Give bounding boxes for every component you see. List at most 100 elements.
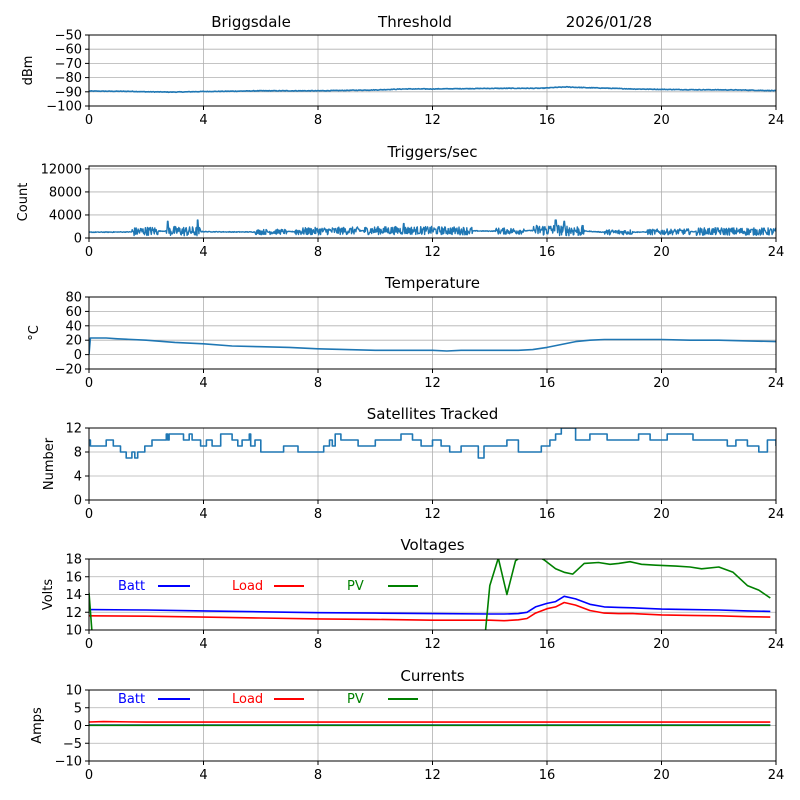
x-tick-label: 24 (768, 507, 785, 522)
header-date: 2026/01/28 (566, 13, 652, 31)
header-station: Briggsdale (211, 13, 291, 31)
legend-label-batt: Batt (118, 692, 145, 707)
x-tick-label: 8 (314, 113, 322, 128)
x-tick-label: 16 (539, 507, 556, 522)
y-axis-label: °C (27, 325, 42, 341)
series-line-temperature (89, 337, 776, 355)
x-tick-label: 20 (653, 113, 670, 128)
x-tick-label: 0 (85, 376, 93, 391)
y-tick-label: 12 (65, 422, 82, 437)
series-group (89, 428, 776, 459)
panel-currents: 0 4 8 12 16 20 24 −10 −5 0 5 10 Currents Amps Batt Load… (30, 667, 784, 783)
x-tick-label: 8 (314, 376, 322, 391)
y-tick-label: −60 (55, 43, 82, 58)
chart-title: Satellites Tracked (367, 405, 498, 423)
x-tick-label: 0 (85, 768, 93, 783)
y-tick-label: 5 (74, 701, 82, 716)
y-axis-label: Volts (41, 579, 56, 611)
legend-label-pv: PV (347, 579, 364, 594)
x-tick-label: 24 (768, 637, 785, 652)
panel-triggers: 0 4 8 12 16 20 24 0 4000 8000 12000 Triggers/sec Cou… (16, 143, 784, 260)
y-tick-label: 16 (65, 570, 82, 585)
y-axis-label: Count (16, 183, 31, 222)
y-tick-label: 18 (65, 553, 82, 568)
series-group (89, 219, 776, 237)
x-tick-label: 4 (199, 768, 207, 783)
y-tick-label: 80 (65, 291, 82, 306)
x-tick-label: 16 (539, 113, 556, 128)
y-tick-label: 0 (74, 719, 82, 734)
x-tick-label: 20 (653, 507, 670, 522)
x-tick-label: 8 (314, 245, 322, 260)
chart-title: Currents (400, 667, 464, 685)
x-tick-label: 16 (539, 768, 556, 783)
y-tick-label: 14 (65, 588, 82, 603)
y-tick-label: −20 (55, 363, 82, 378)
x-tick-label: 0 (85, 507, 93, 522)
y-axis-label: Number (42, 437, 57, 490)
y-tick-label: −80 (55, 71, 82, 86)
header-mode: Threshold (377, 13, 452, 31)
series-group (89, 85, 776, 94)
x-tick-label: 12 (424, 507, 441, 522)
x-tick-label: 0 (85, 637, 93, 652)
chart-title: Temperature (384, 274, 480, 292)
x-tick-label: 16 (539, 245, 556, 260)
series-group (89, 337, 776, 355)
y-tick-label: −70 (55, 57, 82, 72)
x-tick-label: 4 (199, 245, 207, 260)
x-tick-label: 4 (199, 637, 207, 652)
x-tick-label: 4 (199, 376, 207, 391)
y-tick-label: 12 (65, 606, 82, 621)
x-tick-label: 0 (85, 245, 93, 260)
x-tick-label: 12 (424, 768, 441, 783)
legend-label-batt: Batt (118, 579, 145, 594)
x-tick-label: 8 (314, 768, 322, 783)
y-tick-label: 40 (65, 319, 82, 334)
series-line-pv (89, 559, 771, 630)
y-tick-label: −5 (63, 737, 82, 752)
y-tick-label: 4000 (49, 208, 82, 223)
x-tick-label: 20 (653, 768, 670, 783)
x-tick-label: 20 (653, 376, 670, 391)
x-tick-label: 4 (199, 113, 207, 128)
panel-voltages: 0 4 8 12 16 20 24 10 12 14 16 18 Voltages Volts Batt Lo… (41, 536, 784, 652)
y-axis-label: dBm (21, 56, 36, 86)
y-tick-label: 4 (74, 470, 82, 485)
y-tick-label: 20 (65, 334, 82, 349)
x-tick-label: 12 (424, 637, 441, 652)
x-tick-label: 24 (768, 245, 785, 260)
legend-label-load: Load (232, 692, 263, 707)
x-tick-label: 20 (653, 637, 670, 652)
x-tick-label: 8 (314, 507, 322, 522)
y-tick-label: 0 (74, 232, 82, 247)
chart-title: Voltages (400, 536, 464, 554)
y-tick-label: 8000 (49, 185, 82, 200)
x-tick-label: 12 (424, 245, 441, 260)
chart-title: Triggers/sec (387, 143, 478, 161)
x-tick-label: 4 (199, 507, 207, 522)
x-tick-label: 12 (424, 113, 441, 128)
x-tick-label: 24 (768, 768, 785, 783)
y-tick-label: 60 (65, 305, 82, 320)
legend-label-pv: PV (347, 692, 364, 707)
y-tick-label: −10 (55, 755, 82, 770)
y-tick-label: −90 (55, 85, 82, 100)
x-tick-label: 20 (653, 245, 670, 260)
y-tick-label: 12000 (41, 162, 82, 177)
x-tick-label: 24 (768, 376, 785, 391)
y-tick-label: 8 (74, 446, 82, 461)
series-group (89, 559, 771, 630)
panel-satellites: 0 4 8 12 16 20 24 0 4 8 12 Satellites Tracked Number (42, 405, 784, 522)
y-tick-label: 10 (65, 684, 82, 699)
series-line-signal (89, 85, 776, 94)
panel-signal: 0 4 8 12 16 20 24 −50−60−70−80−90−100 dBm (21, 29, 784, 129)
series-line-triggers (89, 219, 776, 237)
y-tick-label: 0 (74, 494, 82, 509)
x-tick-label: 0 (85, 113, 93, 128)
x-tick-label: 8 (314, 637, 322, 652)
